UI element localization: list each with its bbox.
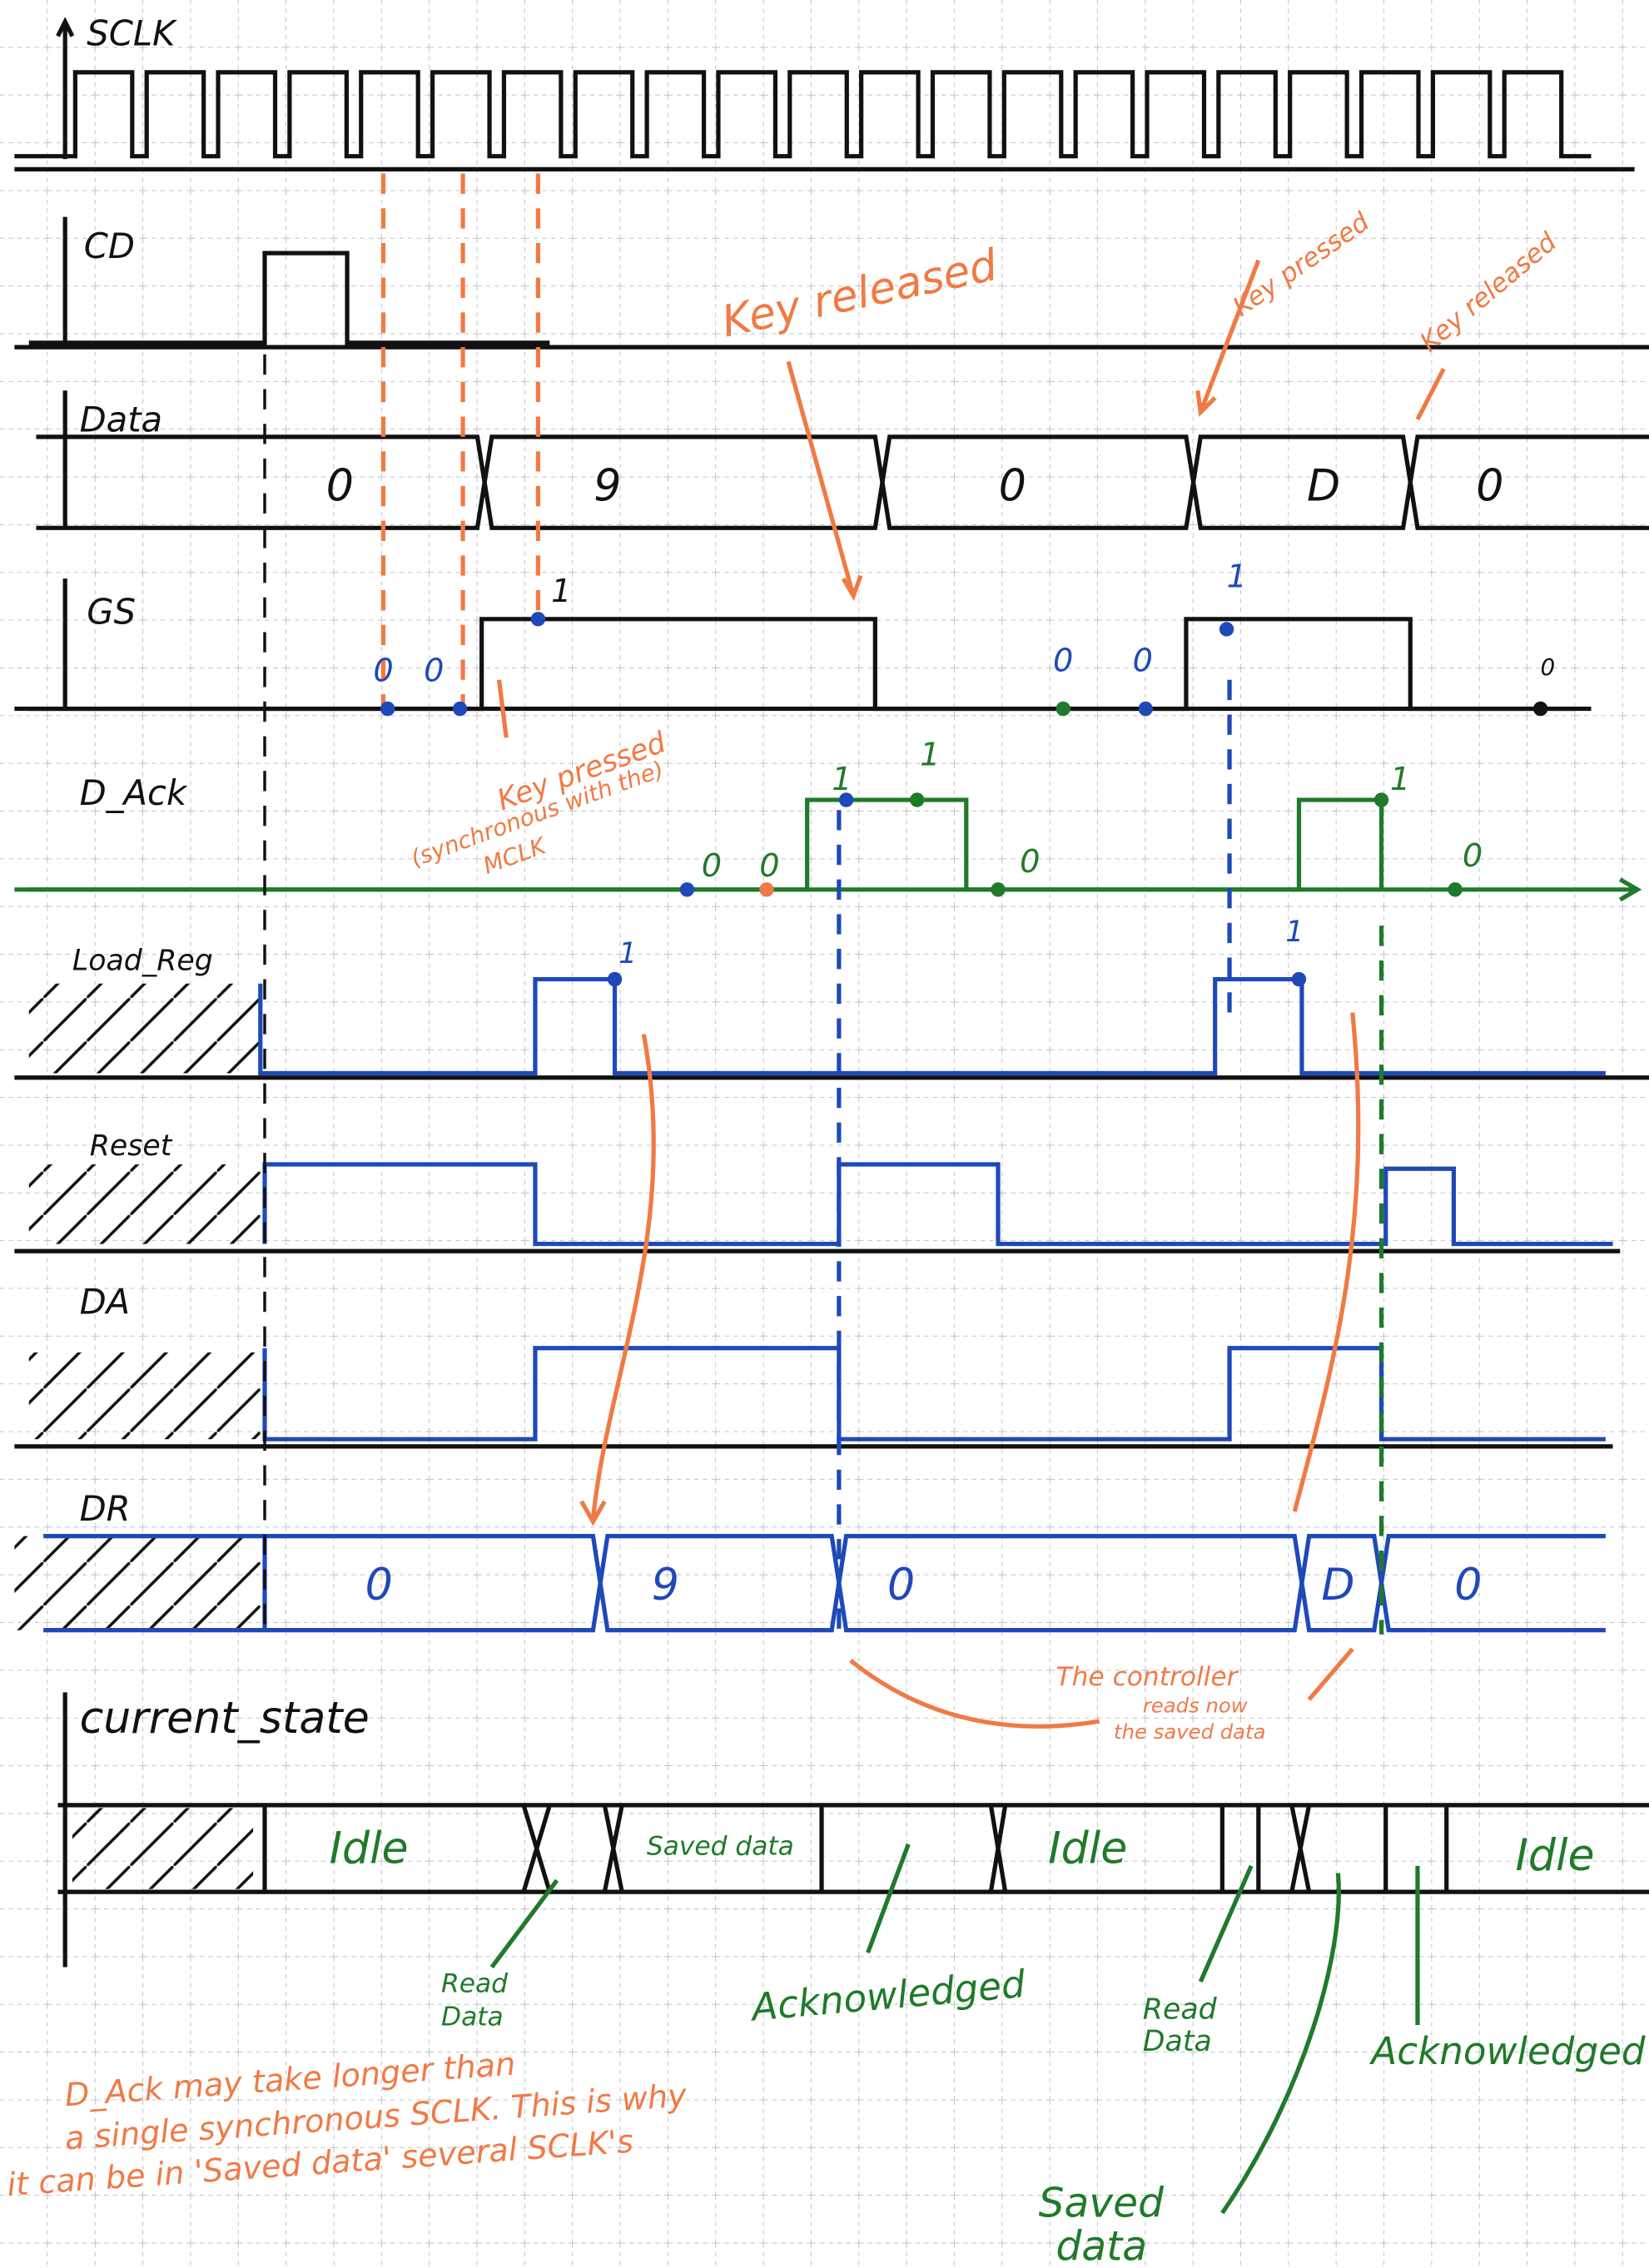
gs-mark: 0 — [373, 653, 393, 690]
load-reg-mark: 1 — [1285, 916, 1304, 949]
signal-label: GS — [87, 592, 136, 633]
d-ack-mark: 0 — [1020, 844, 1040, 881]
bus-value: 0 — [1476, 461, 1503, 511]
hatch — [29, 1164, 261, 1244]
signal-label: CD — [84, 226, 135, 266]
gs-mark: 1 — [1227, 559, 1247, 596]
signal-label: Load_Reg — [72, 945, 213, 978]
d-ack-mark: 1 — [832, 762, 852, 798]
annotation: Data — [1143, 2025, 1212, 2058]
annotation: Saved — [1039, 2180, 1165, 2226]
dr-value: D — [1321, 1561, 1354, 1610]
dr-value: 0 — [365, 1561, 393, 1610]
annotation: data — [1056, 2223, 1148, 2268]
gs-mark: 0 — [1133, 643, 1153, 679]
annotation: Acknowledged — [1368, 2029, 1646, 2073]
bus-value: 0 — [326, 461, 354, 511]
state-label: Idle — [1516, 1831, 1595, 1881]
bus-value: D — [1307, 461, 1340, 511]
state-label: Idle — [1048, 1824, 1127, 1873]
d-ack-mark: 0 — [1463, 838, 1483, 875]
bus-value: 9 — [594, 461, 621, 511]
signal-label: SCLK — [87, 12, 178, 53]
gs-mark: 1 — [551, 573, 571, 610]
state-label: Saved data — [647, 1831, 794, 1861]
signal-label: DR — [80, 1488, 131, 1529]
d-ack-mark: 0 — [759, 848, 779, 885]
d-ack-mark: 1 — [920, 737, 940, 773]
hatch — [72, 1808, 253, 1888]
grid — [0, 0, 1649, 2268]
signal-label: current_state — [80, 1694, 370, 1744]
signal-label: Reset — [90, 1129, 173, 1163]
state-label: Idle — [330, 1824, 409, 1873]
dr-value: 0 — [887, 1561, 915, 1610]
gs-mark: 0 — [424, 653, 444, 690]
signal-label: DA — [80, 1282, 131, 1323]
annotation: The controller — [1056, 1662, 1239, 1692]
annotation: the saved data — [1114, 1720, 1265, 1744]
gs-mark: 0 — [1541, 653, 1556, 681]
load-reg-mark: 1 — [618, 937, 637, 970]
d-ack-mark: 1 — [1390, 762, 1410, 798]
signal-label: Data — [80, 399, 163, 439]
dr-value: 0 — [1454, 1561, 1482, 1610]
dr-value: 9 — [652, 1561, 679, 1610]
hatch — [29, 1352, 261, 1439]
hatch — [14, 1536, 260, 1630]
gs-mark: 0 — [1053, 643, 1073, 679]
annotation: Data — [441, 2002, 504, 2032]
annotation: Read — [441, 1968, 508, 1998]
annotation: Read — [1143, 1993, 1218, 2027]
timing-diagram: SCLK CD Data GS D_Ack Load_Reg Reset DA … — [0, 0, 1649, 2268]
signal-label: D_Ack — [80, 772, 188, 813]
bus-value: 0 — [999, 461, 1026, 511]
annotation: reads now — [1143, 1694, 1248, 1718]
d-ack-mark: 0 — [702, 848, 722, 885]
hatch — [29, 984, 261, 1074]
